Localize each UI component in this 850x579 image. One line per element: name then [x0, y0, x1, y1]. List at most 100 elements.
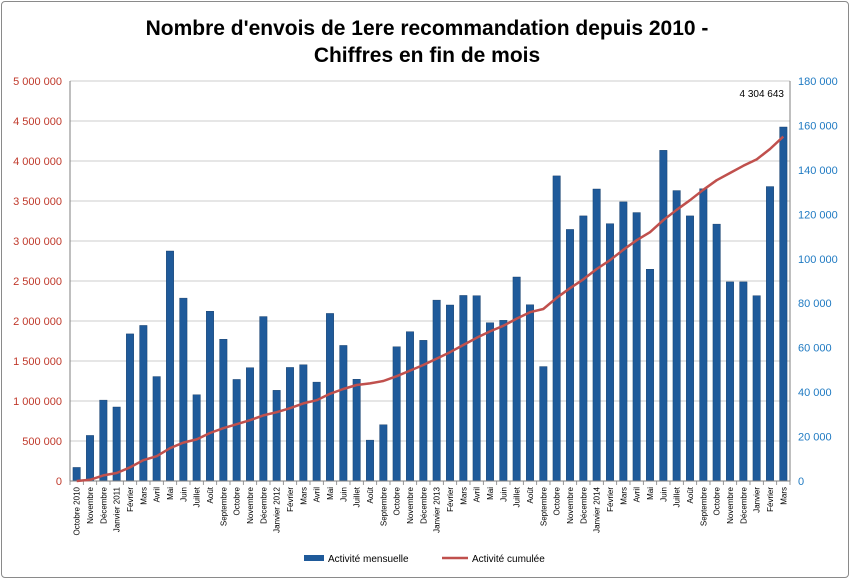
- x-tick-label: Avril: [153, 487, 162, 503]
- bar: [459, 295, 468, 482]
- final-value-annotation: 4 304 643: [740, 89, 785, 100]
- x-tick-label: Août: [206, 486, 215, 503]
- y-axis-right-ticks: 0 20 000 40 000 60 000 80 000 100 000 120 000 1…: [798, 76, 838, 488]
- x-tick-label: Juin: [179, 487, 188, 502]
- bar: [646, 269, 654, 482]
- x-tick-label: Janvier 2013: [433, 486, 442, 532]
- bar: [339, 345, 348, 482]
- x-tick-label: Septembre: [219, 486, 228, 526]
- bar: [739, 281, 748, 482]
- y-left-tick-label: 500 000: [22, 436, 62, 448]
- y-left-tick-label: 1 500 000: [13, 356, 62, 368]
- bar: [99, 399, 108, 482]
- y-right-tick-label: 0: [798, 476, 804, 488]
- bar: [766, 186, 774, 482]
- x-tick-label: Octobre: [553, 486, 562, 515]
- x-tick-label: Décembre: [579, 486, 588, 523]
- x-tick-label: Octobre: [393, 486, 402, 515]
- x-tick-label: Août: [366, 486, 375, 503]
- y-right-tick-label: 180 000: [798, 76, 838, 88]
- bar: [286, 367, 294, 482]
- bar: [619, 201, 628, 482]
- x-tick-label: Mai: [486, 487, 495, 500]
- bar: [726, 281, 734, 482]
- x-tick-label: Août: [526, 486, 535, 503]
- y-left-tick-label: 3 000 000: [13, 236, 62, 248]
- bar: [526, 304, 534, 482]
- y-axis-left-ticks: 0 500 000 1 000 000 1 500 000 2 000 000 2 500…: [13, 76, 62, 488]
- y-right-tick-label: 140 000: [798, 165, 838, 177]
- x-tick-label: Mai: [326, 487, 335, 500]
- x-tick-label: Novembre: [406, 486, 415, 523]
- x-tick-label: Avril: [473, 487, 482, 503]
- bar: [126, 333, 134, 482]
- x-tick-label: Février: [766, 487, 775, 512]
- bar: [686, 215, 694, 482]
- x-tick-label: Novembre: [246, 486, 255, 523]
- bar: [566, 229, 574, 482]
- y-right-tick-label: 40 000: [798, 387, 832, 399]
- bar: [206, 311, 214, 482]
- x-tick-label: Juillet: [353, 486, 362, 507]
- bar: [486, 322, 494, 482]
- x-tick-label: Juillet: [513, 486, 522, 507]
- bar: [139, 325, 148, 482]
- bar: [552, 175, 561, 482]
- x-tick-label: Décembre: [259, 486, 268, 523]
- y-left-tick-label: 1 000 000: [13, 396, 62, 408]
- x-tick-label: Mars: [299, 487, 308, 505]
- cumulative-line: [76, 135, 785, 483]
- chart-title: Nombre d'envois de 1ere recommandation d…: [146, 17, 709, 67]
- x-tick-label: Octobre: [233, 486, 242, 515]
- y-left-tick-label: 2 500 000: [13, 276, 62, 288]
- bar: [472, 295, 481, 482]
- bar: [379, 424, 388, 482]
- x-tick-label: Mars: [459, 487, 468, 505]
- y-left-tick-label: 2 000 000: [13, 316, 62, 328]
- y-right-tick-label: 120 000: [798, 209, 838, 221]
- x-tick-label: Septembre: [539, 486, 548, 526]
- bar: [432, 299, 441, 482]
- gridlines: [70, 80, 790, 482]
- legend-swatch-bar: [304, 555, 324, 561]
- x-tick-label: Juillet: [673, 486, 682, 507]
- bar: [152, 376, 161, 482]
- y-left-tick-label: 4 000 000: [13, 156, 62, 168]
- x-tick-label: Octobre: [713, 486, 722, 515]
- x-tick-label: Février: [286, 487, 295, 512]
- bar: [659, 150, 668, 482]
- x-tick-label: Janvier 2014: [593, 486, 602, 532]
- bar: [259, 316, 268, 482]
- bar: [366, 439, 374, 482]
- x-tick-label: Juin: [659, 487, 668, 502]
- bar: [86, 435, 94, 482]
- bar: [392, 346, 401, 482]
- bar: [112, 406, 121, 482]
- y-right-tick-label: 80 000: [798, 298, 832, 310]
- bar: [779, 126, 788, 482]
- x-tick-label: Décembre: [419, 486, 428, 523]
- x-tick-label: Mai: [646, 487, 655, 500]
- x-tick-label: Avril: [313, 487, 322, 503]
- bar: [272, 390, 281, 482]
- bar: [512, 276, 521, 482]
- legend-label-line: Activité cumulée: [472, 554, 545, 565]
- x-tick-label: Février: [126, 487, 135, 512]
- x-tick-label: Novembre: [86, 486, 95, 523]
- bar: [219, 339, 228, 482]
- x-tick-label: Juin: [339, 487, 348, 502]
- x-tick-label: Février: [606, 487, 615, 512]
- bar: [592, 188, 601, 482]
- x-axis-ticks: Octobre 2010 Novembre Décembre Janvier 2011…: [73, 486, 789, 535]
- bar: [246, 367, 254, 482]
- bar: [579, 215, 588, 482]
- bar: [499, 320, 508, 482]
- x-tick-label: Octobre 2010: [73, 486, 82, 535]
- x-tick-label: Mars: [779, 487, 788, 505]
- bar: [352, 379, 361, 482]
- y-left-tick-label: 3 500 000: [13, 196, 62, 208]
- x-tick-label: Septembre: [379, 486, 388, 526]
- x-tick-label: Juillet: [193, 486, 202, 507]
- x-tick-label: Janvier: [753, 487, 762, 513]
